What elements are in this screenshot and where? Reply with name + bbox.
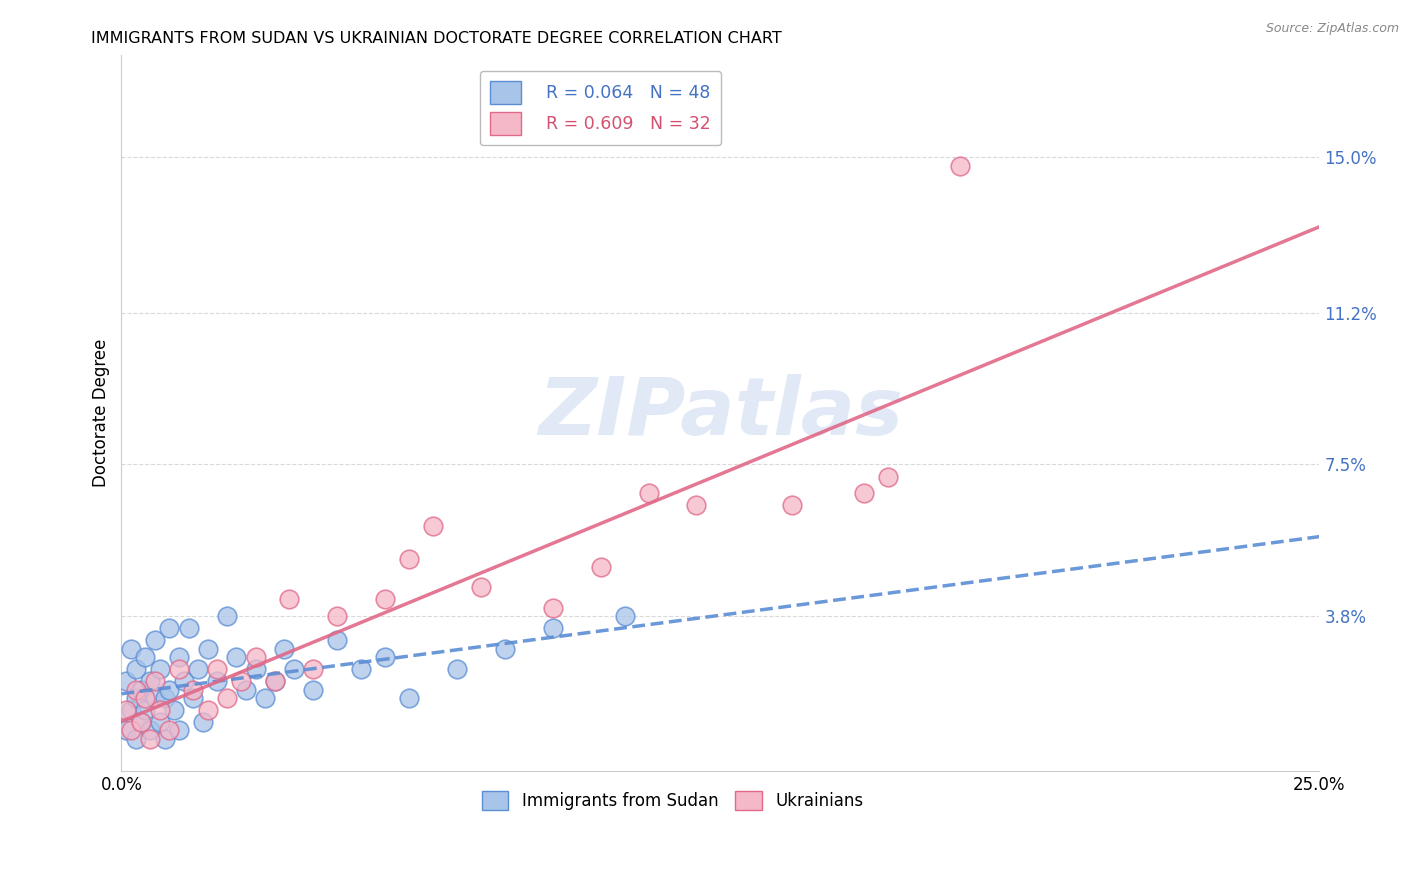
Point [157, 621, 180, 635]
Point [263, 674, 285, 689]
Point [153, 690, 176, 705]
Point [134, 649, 156, 664]
Point [197, 641, 219, 656]
Point [231, 674, 253, 689]
Point [589, 559, 612, 574]
Point [853, 486, 876, 500]
Point [125, 662, 148, 676]
Point [139, 731, 162, 746]
Point [191, 715, 214, 730]
Point [167, 662, 190, 676]
Point [278, 592, 301, 607]
Point [374, 592, 396, 607]
Point [125, 731, 148, 746]
Point [143, 633, 166, 648]
Point [254, 690, 277, 705]
Point [494, 641, 516, 656]
Point [134, 703, 156, 717]
Point [685, 499, 707, 513]
Point [115, 703, 138, 717]
Text: Source: ZipAtlas.com: Source: ZipAtlas.com [1265, 22, 1399, 36]
Point [398, 690, 420, 705]
Point [125, 690, 148, 705]
Point [302, 682, 325, 697]
Point [225, 649, 247, 664]
Point [187, 662, 209, 676]
Point [541, 600, 564, 615]
Point [350, 662, 373, 676]
Point [125, 682, 148, 697]
Point [149, 703, 172, 717]
Point [398, 551, 420, 566]
Point [470, 580, 492, 594]
Point [207, 674, 229, 689]
Point [120, 723, 142, 738]
Y-axis label: Doctorate Degree: Doctorate Degree [93, 339, 110, 487]
Point [283, 662, 305, 676]
Point [215, 608, 238, 623]
Point [120, 641, 142, 656]
Point [374, 649, 396, 664]
Point [245, 662, 267, 676]
Point [181, 690, 204, 705]
Point [780, 499, 803, 513]
Point [157, 682, 180, 697]
Point [115, 674, 138, 689]
Point [143, 674, 166, 689]
Point [326, 633, 349, 648]
Point [235, 682, 257, 697]
Point [302, 662, 325, 676]
Point [173, 674, 195, 689]
Point [215, 690, 238, 705]
Point [129, 715, 152, 730]
Point [422, 518, 444, 533]
Point [197, 703, 219, 717]
Point [115, 723, 138, 738]
Point [613, 608, 636, 623]
Point [167, 723, 190, 738]
Point [167, 649, 190, 664]
Point [149, 715, 172, 730]
Point [207, 662, 229, 676]
Point [273, 641, 295, 656]
Point [134, 690, 156, 705]
Text: IMMIGRANTS FROM SUDAN VS UKRAINIAN DOCTORATE DEGREE CORRELATION CHART: IMMIGRANTS FROM SUDAN VS UKRAINIAN DOCTO… [91, 31, 782, 46]
Point [139, 674, 162, 689]
Legend: Immigrants from Sudan, Ukrainians: Immigrants from Sudan, Ukrainians [475, 784, 870, 817]
Point [177, 621, 200, 635]
Point [949, 159, 972, 173]
Point [446, 662, 468, 676]
Point [149, 662, 172, 676]
Point [181, 682, 204, 697]
Point [263, 674, 285, 689]
Point [129, 682, 152, 697]
Point [120, 703, 142, 717]
Point [153, 731, 176, 746]
Point [877, 469, 900, 483]
Point [143, 690, 166, 705]
Point [139, 723, 162, 738]
Point [129, 715, 152, 730]
Point [163, 703, 186, 717]
Point [326, 608, 349, 623]
Point [245, 649, 267, 664]
Text: ZIPatlas: ZIPatlas [538, 375, 903, 452]
Point [157, 723, 180, 738]
Point [541, 621, 564, 635]
Point [637, 486, 659, 500]
